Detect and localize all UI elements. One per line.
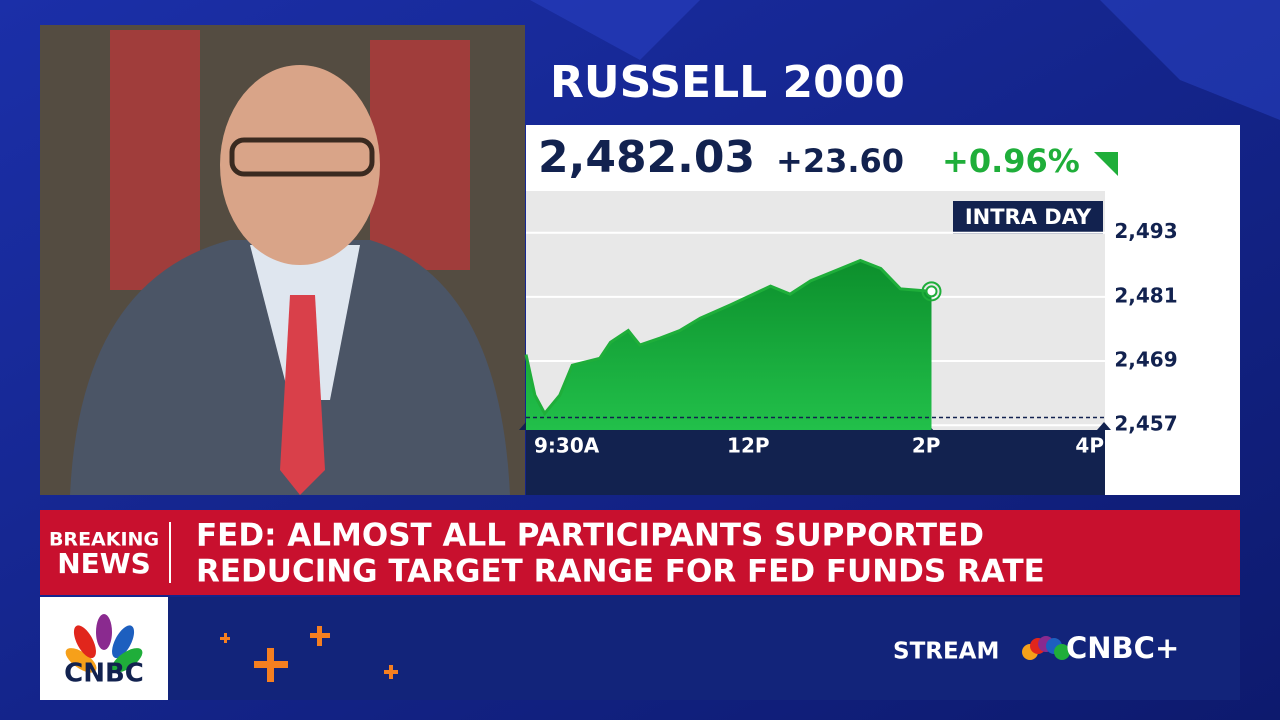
video-panel xyxy=(40,25,525,495)
headline-line: FED: ALMOST ALL PARTICIPANTS SUPPORTED xyxy=(196,518,984,554)
y-tick-label: 2,493 xyxy=(1114,219,1177,243)
area xyxy=(526,260,932,430)
headline-line: REDUCING TARGET RANGE FOR FED FUNDS RATE xyxy=(196,554,1045,590)
quote-panel xyxy=(526,125,1240,191)
intraday-badge xyxy=(953,201,1103,234)
breaking-label: BREAKING xyxy=(49,529,159,551)
stream-label: STREAM xyxy=(893,639,999,665)
index-name: RUSSELL 2000 xyxy=(550,57,905,108)
x-tick-label: 12P xyxy=(727,434,770,458)
chart: 2,457 2,469 2,481 2,493 9:30A 12P 2P 4P xyxy=(519,219,1178,458)
x-tick-label: 2P xyxy=(912,434,941,458)
intraday-label: INTRA DAY xyxy=(965,205,1092,229)
y-tick-label: 2,469 xyxy=(1114,348,1177,372)
x-tick-label: 4P xyxy=(1075,434,1104,458)
x-axis-panel xyxy=(526,430,1105,495)
last-point-dot xyxy=(925,285,938,298)
y-tick-label: 2,481 xyxy=(1114,283,1177,307)
change: +23.60 xyxy=(776,142,904,180)
bg-shape xyxy=(1100,0,1280,120)
price: 2,482.03 xyxy=(538,132,755,183)
brand: CNBC+ xyxy=(1066,631,1179,665)
y-axis-panel xyxy=(1105,191,1240,495)
x-tick-mark xyxy=(1097,422,1111,430)
bg-shape xyxy=(530,0,700,60)
up-arrow xyxy=(1094,152,1118,176)
percent-change: +0.96% xyxy=(942,142,1080,180)
breaking-bar xyxy=(40,510,1240,595)
line xyxy=(524,258,932,417)
x-tick-label: 9:30A xyxy=(534,434,600,458)
y-tick-label: 2,457 xyxy=(1114,412,1177,436)
logo-text: CNBC xyxy=(64,659,144,689)
news-label: NEWS xyxy=(57,547,151,580)
last-point xyxy=(921,281,942,302)
decor-plus xyxy=(220,626,398,682)
peacock-logo xyxy=(65,614,143,673)
peacock-small xyxy=(1022,636,1070,660)
